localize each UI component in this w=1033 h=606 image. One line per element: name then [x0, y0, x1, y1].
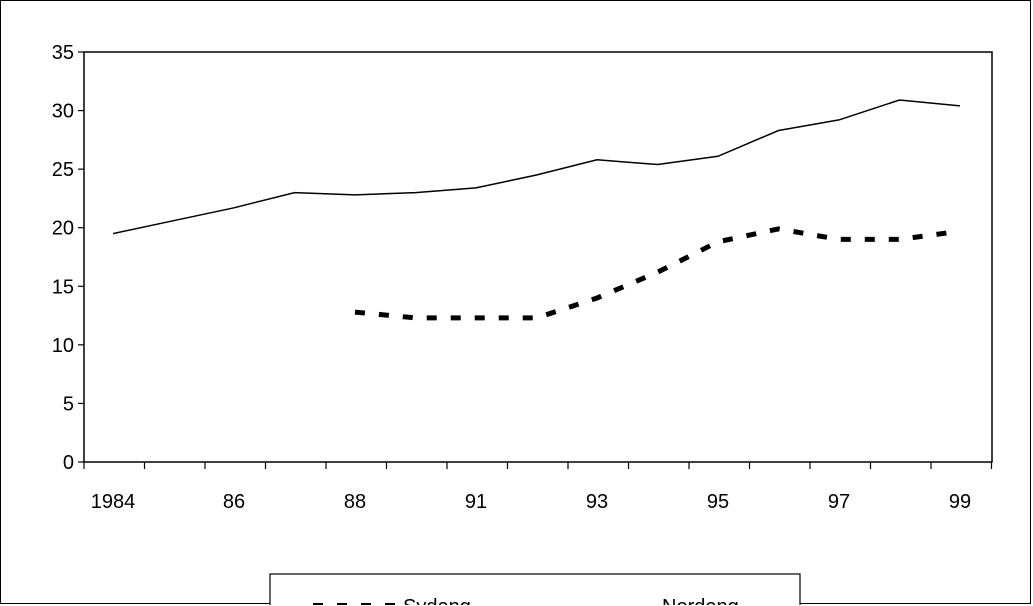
legend-box: [269, 573, 801, 605]
y-tick-label: 20: [52, 218, 74, 240]
x-tick-label: 97: [828, 491, 850, 513]
x-axis: 1984 86 88 91 93 95 97 99: [83, 462, 993, 513]
y-axis: 0 5 10 15 20 25 30 35: [52, 42, 84, 474]
x-tick-label: 95: [707, 491, 729, 513]
series-line-sydeng: [354, 226, 961, 321]
legend-label-sydeng: Sydeng: [403, 596, 471, 605]
y-tick-label: 30: [52, 101, 74, 123]
y-tick-label: 15: [52, 276, 74, 298]
y-tick-label: 10: [52, 335, 74, 357]
series-line-nordeng: [112, 99, 961, 235]
series-layer: [112, 99, 961, 321]
plot-area: [83, 51, 993, 463]
y-tick-label: 25: [52, 159, 74, 181]
y-tick-label: 35: [52, 42, 74, 64]
x-tick-label: 99: [949, 491, 971, 513]
x-tick-label: 88: [344, 491, 366, 513]
x-tick-label: 91: [465, 491, 487, 513]
x-tick-label: 86: [223, 491, 245, 513]
y-tick-label: 0: [63, 452, 74, 474]
legend-label-nordeng: Nordeng: [662, 596, 739, 605]
x-tick-label: 1984: [91, 491, 136, 513]
y-tick-label: 5: [63, 393, 74, 415]
x-tick-label: 93: [586, 491, 608, 513]
legend: Sydeng Nordeng: [269, 573, 801, 605]
